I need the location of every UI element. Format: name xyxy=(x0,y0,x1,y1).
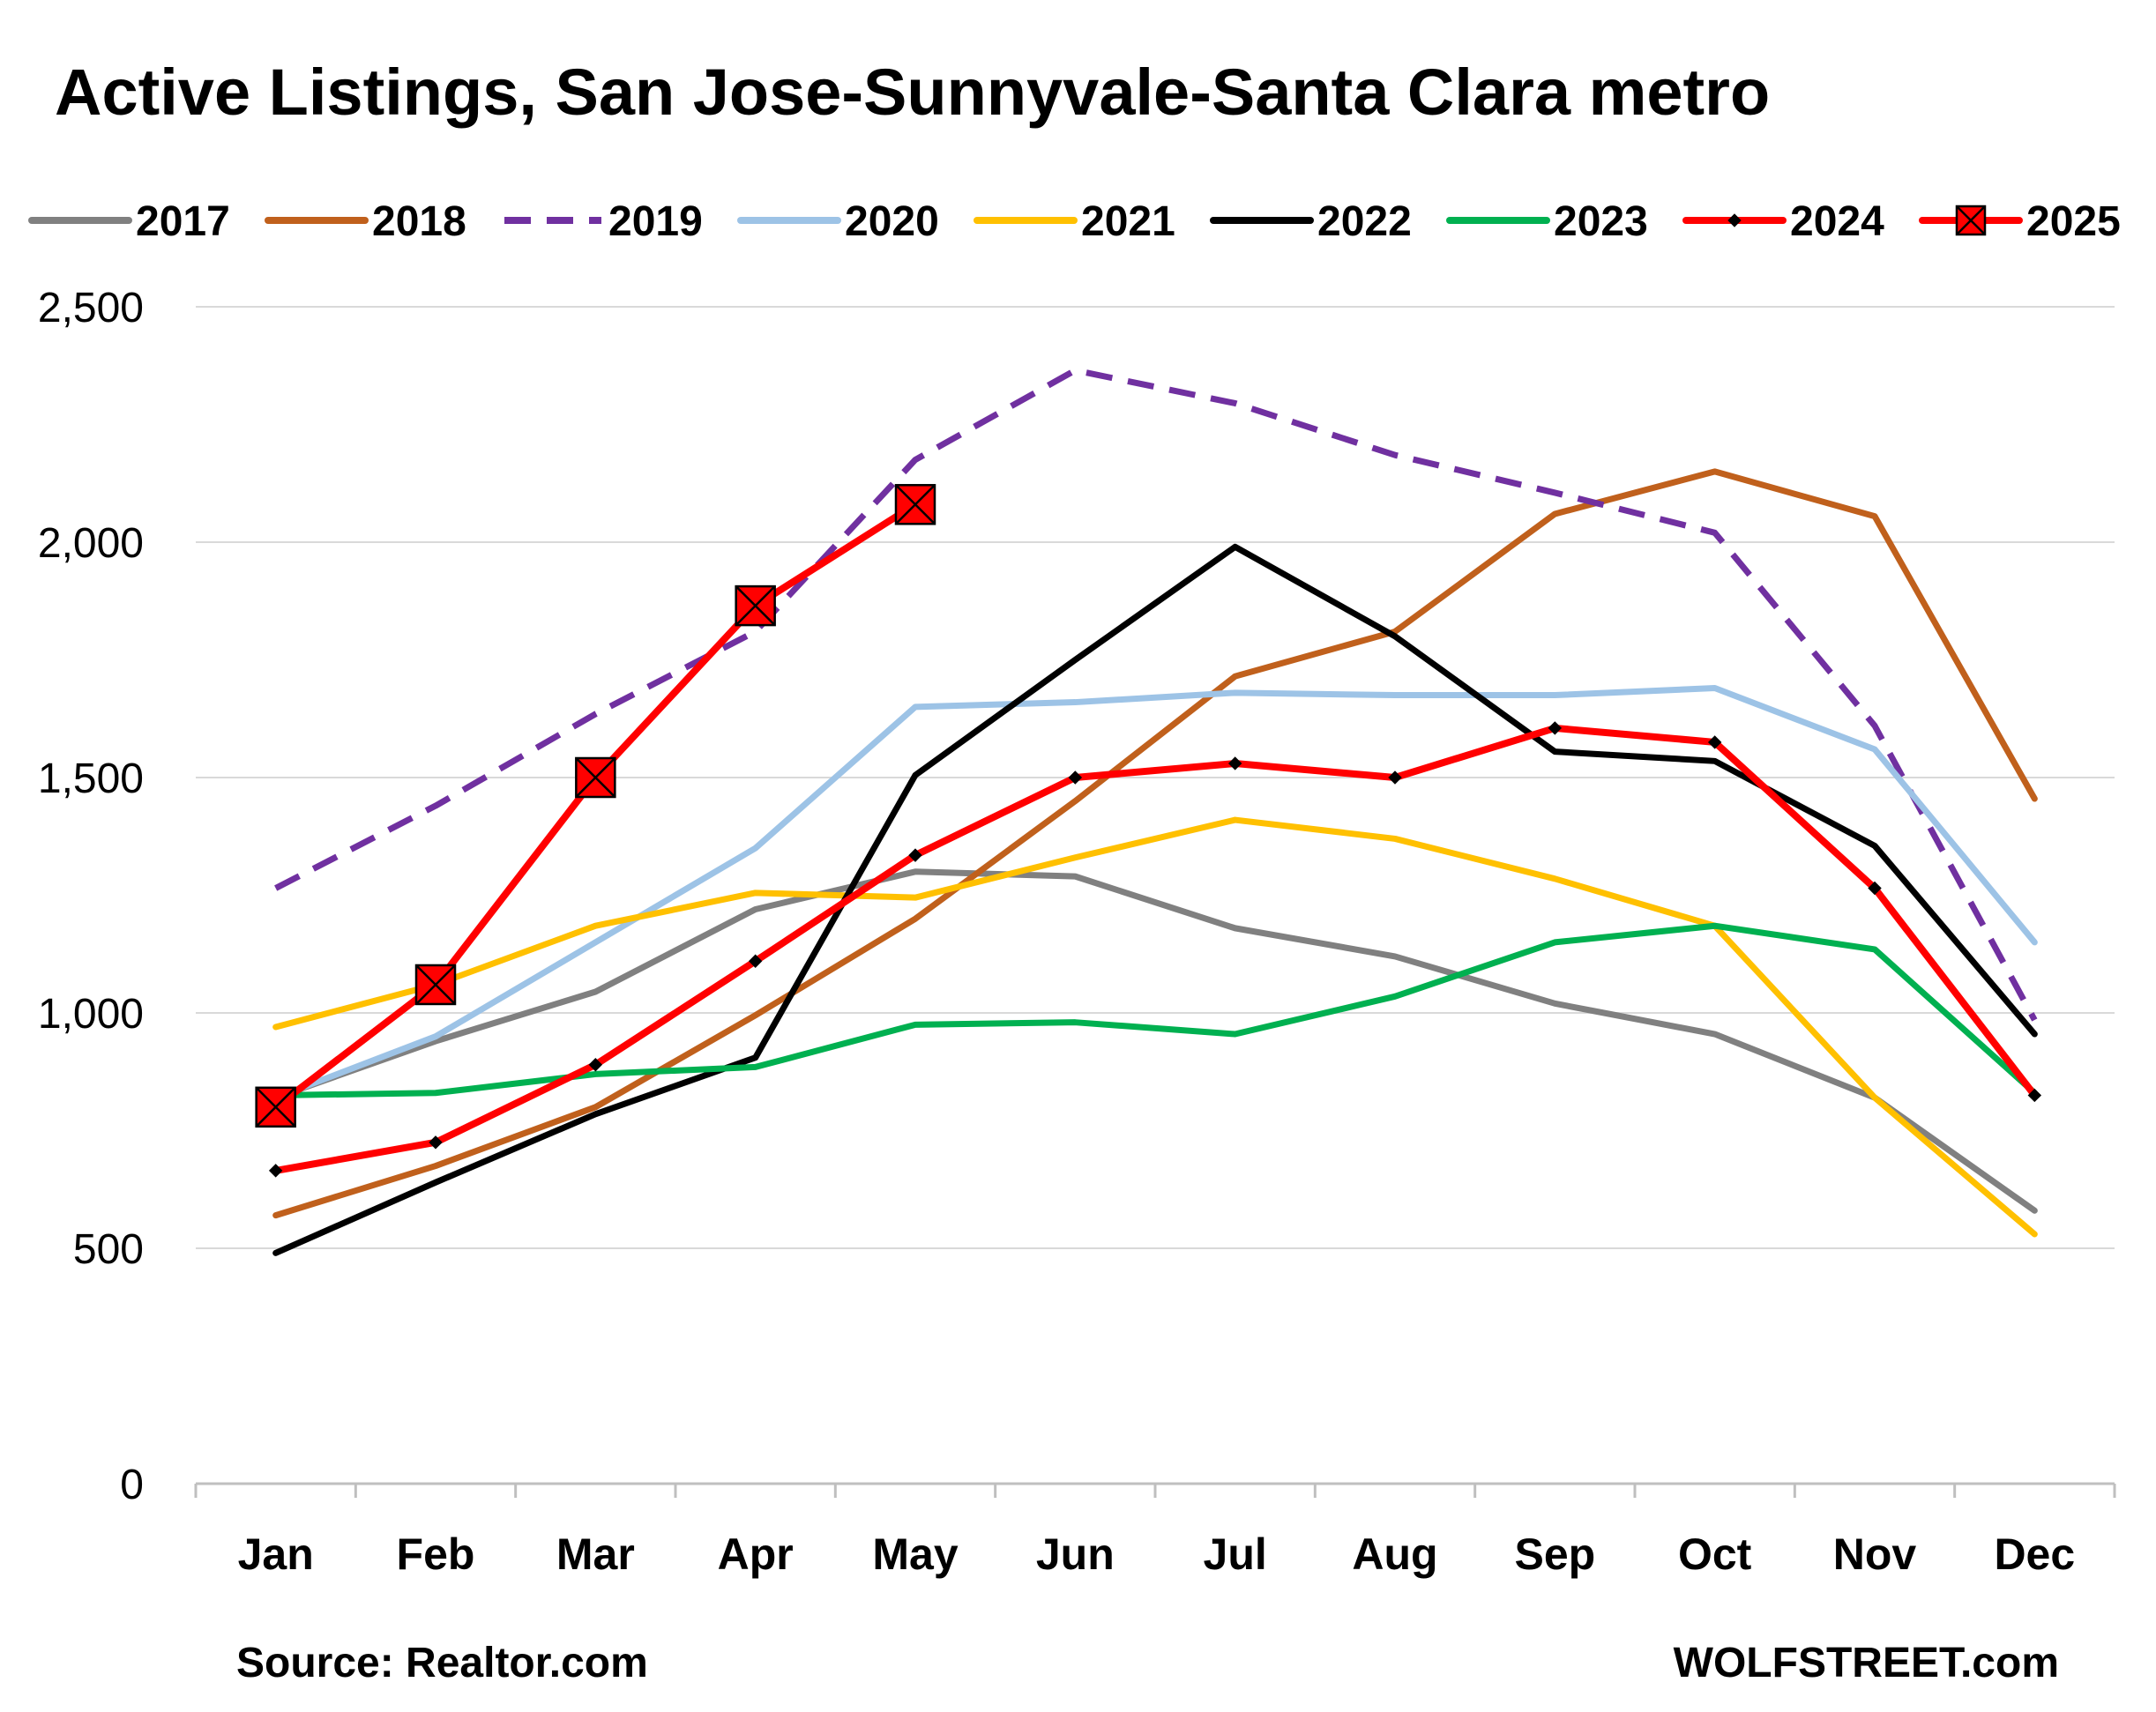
series-line-2022 xyxy=(272,543,2038,1256)
legend-label: 2017 xyxy=(136,198,230,245)
x-tick-label: Jan xyxy=(238,1530,314,1579)
series-line-2021 xyxy=(272,816,2038,1238)
x-tick-label: Jun xyxy=(1036,1530,1115,1579)
legend-label: 2019 xyxy=(608,198,703,245)
x-tick-label: Sep xyxy=(1514,1530,1595,1579)
data-point-marker xyxy=(2027,1088,2042,1103)
legend-label: 2023 xyxy=(1554,198,1648,245)
series-line-2018 xyxy=(272,468,2038,1219)
y-tick-label: 2,500 xyxy=(38,285,144,331)
data-point-marker xyxy=(1727,213,1742,227)
series-2021 xyxy=(272,816,2038,1238)
legend-item-2020: 2020 xyxy=(737,198,939,245)
legend-label: 2025 xyxy=(2026,198,2121,245)
series-2025 xyxy=(255,484,936,1128)
data-point-marker xyxy=(268,1164,283,1178)
x-tick-label: Feb xyxy=(397,1530,475,1579)
x-tick-label: Aug xyxy=(1352,1530,1437,1579)
data-point-marker xyxy=(1227,756,1242,770)
x-tick-label: Oct xyxy=(1678,1530,1752,1579)
data-point-marker xyxy=(908,848,922,862)
series-line-2019 xyxy=(274,367,2038,1022)
y-tick-label: 1,500 xyxy=(38,756,144,802)
data-point-marker xyxy=(1868,881,1882,896)
y-axis-tick-labels: 0 500 1,000 1,500 2,000 2,500 xyxy=(38,285,144,1508)
legend-label: 2018 xyxy=(372,198,466,245)
x-axis: Jan Feb Mar Apr May Jun Jul Aug Sep Oct Nov Dec xyxy=(194,1482,2116,1579)
series-layer xyxy=(255,367,2042,1256)
legend-item-2019: 2019 xyxy=(504,198,703,245)
legend-item-2025: 2025 xyxy=(1919,198,2121,245)
series-line-2025 xyxy=(272,501,919,1111)
y-tick-label: 1,000 xyxy=(38,991,144,1038)
data-point-marker xyxy=(1388,770,1402,785)
series-2020 xyxy=(272,685,2038,1101)
legend-label: 2021 xyxy=(1081,198,1175,245)
brand-watermark: WOLFSTREET.com xyxy=(1674,1640,2059,1686)
series-2018 xyxy=(272,468,2038,1219)
legend-label: 2020 xyxy=(845,198,939,245)
series-2017 xyxy=(272,868,2038,1214)
data-point-marker xyxy=(1707,735,1722,749)
series-line-2020 xyxy=(272,685,2038,1101)
legend: 2017 2018 2019 2020 2021 2022 2023 2024 2025 xyxy=(28,198,2121,245)
series-2019 xyxy=(274,367,2038,1022)
source-note: Source: Realtor.com xyxy=(236,1640,648,1686)
legend-item-2021: 2021 xyxy=(974,198,1175,245)
x-tick-label: Apr xyxy=(718,1530,794,1579)
legend-item-2022: 2022 xyxy=(1210,198,1412,245)
x-tick-label: Mar xyxy=(556,1530,635,1579)
x-tick-label: Nov xyxy=(1833,1530,1917,1579)
series-2022 xyxy=(272,543,2038,1256)
data-point-marker xyxy=(588,1058,603,1072)
x-tick-label: May xyxy=(872,1530,958,1579)
data-point-marker-cross xyxy=(415,964,456,1005)
legend-label: 2024 xyxy=(1790,198,1884,245)
data-point-marker xyxy=(1068,770,1083,785)
legend-label: 2022 xyxy=(1317,198,1412,245)
y-tick-label: 2,000 xyxy=(38,520,144,567)
data-point-marker-cross xyxy=(255,1086,296,1128)
legend-item-2018: 2018 xyxy=(265,198,466,245)
series-line-2017 xyxy=(272,868,2038,1214)
legend-item-2024: 2024 xyxy=(1682,198,1884,245)
chart-title: Active Listings, San Jose-Sunnyvale-Sant… xyxy=(55,56,1770,129)
data-point-marker-cross xyxy=(895,484,936,525)
data-point-marker-cross xyxy=(735,585,776,626)
data-point-marker xyxy=(748,954,763,968)
legend-item-2023: 2023 xyxy=(1446,198,1648,245)
x-tick-label: Jul xyxy=(1204,1530,1267,1579)
data-point-marker xyxy=(1548,721,1563,735)
legend-marker-cross xyxy=(1956,205,1986,235)
data-point-marker-cross xyxy=(575,757,616,798)
series-line-2024 xyxy=(272,724,2039,1174)
series-2024 xyxy=(268,721,2042,1178)
data-point-marker xyxy=(429,1135,443,1150)
x-tick-label: Dec xyxy=(1994,1530,2075,1579)
legend-item-2017: 2017 xyxy=(28,198,230,245)
y-tick-label: 500 xyxy=(73,1226,144,1273)
y-tick-label: 0 xyxy=(120,1462,144,1508)
